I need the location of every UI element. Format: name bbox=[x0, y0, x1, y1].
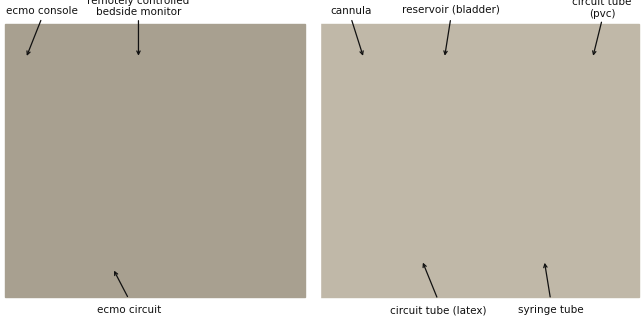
Text: cannula: cannula bbox=[330, 6, 372, 16]
Text: circuit tube (latex): circuit tube (latex) bbox=[390, 306, 486, 315]
Bar bbox=[317, 24, 639, 297]
Text: reservoir (bladder): reservoir (bladder) bbox=[402, 5, 500, 15]
Text: remotely controlled
bedside monitor: remotely controlled bedside monitor bbox=[88, 0, 189, 17]
Text: ecmo circuit: ecmo circuit bbox=[97, 306, 161, 315]
Text: circuit tube
(pvc): circuit tube (pvc) bbox=[573, 0, 632, 19]
Text: ecmo console: ecmo console bbox=[6, 6, 78, 16]
Bar bbox=[314, 0, 320, 325]
Bar bbox=[5, 24, 305, 297]
Text: syringe tube: syringe tube bbox=[518, 306, 583, 315]
